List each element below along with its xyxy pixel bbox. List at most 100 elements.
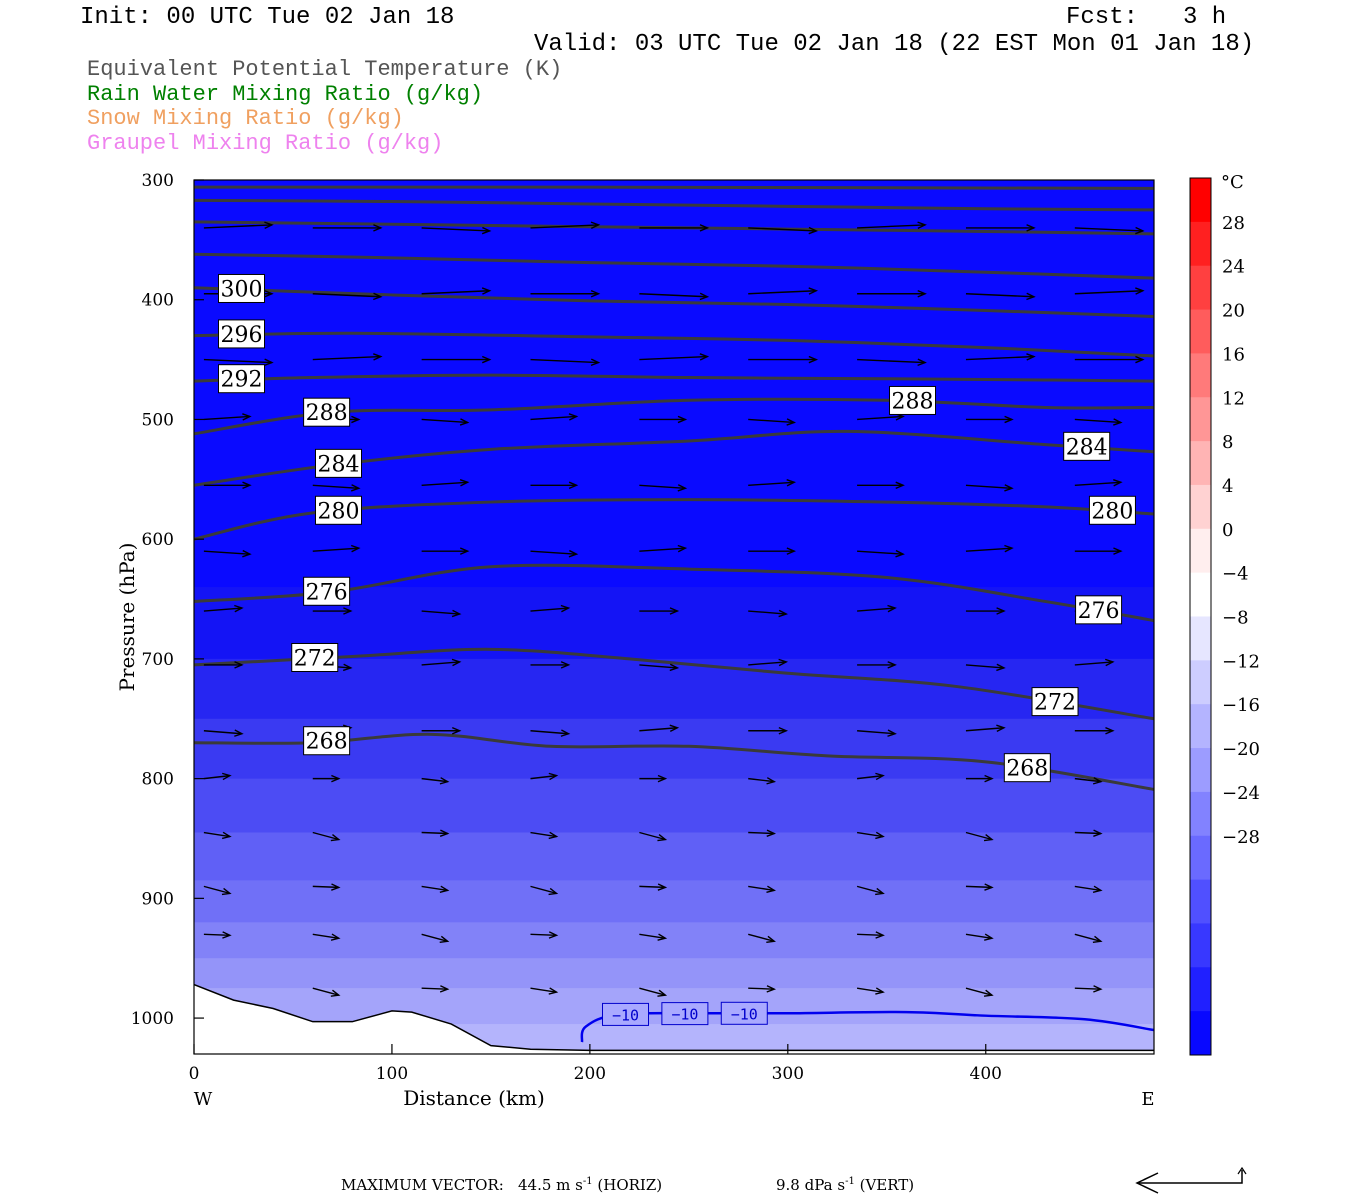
wind-vector — [530, 413, 579, 421]
init-time: Init: 00 UTC Tue 02 Jan 18 — [80, 4, 455, 31]
svg-text:−10: −10 — [671, 1006, 698, 1024]
colorbar-swatch — [1190, 616, 1211, 661]
x-tick-label: 100 — [376, 1064, 408, 1084]
wind-vector — [203, 604, 244, 613]
colorbar-label: −8 — [1222, 608, 1249, 629]
theta-e-label-292: 292 — [218, 364, 266, 394]
wind-vector — [203, 413, 252, 421]
wind-vector — [530, 358, 601, 367]
svg-text:292: 292 — [221, 368, 263, 393]
x-tick-label: 0 — [189, 1064, 200, 1084]
max-vector-horiz: 44.5 m s-1 (HORIZ) — [518, 1176, 662, 1194]
wind-vector — [203, 931, 232, 939]
west-label: W — [194, 1089, 213, 1110]
plot-area — [194, 180, 1154, 1054]
colorbar-label: −4 — [1222, 564, 1249, 585]
svg-text:284: 284 — [1066, 435, 1108, 460]
wind-vector — [312, 883, 341, 891]
colorbar-swatch — [1190, 397, 1211, 442]
wind-vector — [965, 663, 1006, 672]
wind-vector — [965, 933, 994, 941]
wind-vector — [530, 831, 559, 840]
theta-e-contour-292 — [194, 373, 1154, 383]
wind-vector — [421, 985, 450, 993]
wind-vector — [965, 544, 1014, 553]
theta-e-label-280: 280 — [314, 495, 362, 525]
colorbar-swatch — [1190, 265, 1211, 311]
wind-vector — [639, 353, 710, 361]
vert-suffix: (VERT) — [859, 1176, 915, 1194]
svg-text:280: 280 — [1091, 499, 1133, 524]
wind-vector — [421, 933, 450, 944]
wind-vector — [639, 224, 710, 232]
theta-e-label-296: 296 — [218, 319, 266, 349]
colorbar-label: 20 — [1222, 301, 1245, 322]
legend-graupel: Graupel Mixing Ratio (g/kg) — [87, 131, 444, 156]
wind-vector — [203, 358, 274, 367]
colorbar-swatch — [1190, 221, 1211, 267]
wind-vector — [203, 661, 244, 669]
wind-vector — [748, 658, 789, 667]
wind-vector — [857, 358, 927, 367]
wind-vector — [530, 772, 559, 781]
wind-vector — [1074, 418, 1123, 426]
wind-vector — [530, 481, 579, 490]
wind-vector — [639, 987, 668, 997]
plot-frame — [193, 179, 1155, 1055]
max-vector-label: MAXIMUM VECTOR: — [341, 1176, 504, 1194]
colorbar-label: −16 — [1222, 695, 1260, 716]
colorbar-swatch — [1190, 528, 1211, 574]
wind-vector — [965, 415, 1014, 424]
wind-vector — [639, 544, 688, 553]
wind-vector — [965, 607, 1006, 615]
colorbar-swatch — [1190, 572, 1211, 617]
wind-vector — [857, 729, 897, 737]
colorbar-swatch — [1190, 923, 1211, 968]
colorbar-label: 4 — [1222, 476, 1233, 497]
colorbar-label: 12 — [1222, 388, 1245, 409]
wind-vector — [748, 726, 789, 735]
wind-vector — [1074, 777, 1103, 785]
svg-text:272: 272 — [294, 647, 336, 672]
wind-vector — [421, 547, 470, 555]
wind-vector — [748, 885, 777, 894]
colorbar-swatch — [1190, 835, 1211, 881]
wind-vector — [530, 289, 601, 298]
wind-vector — [1074, 479, 1123, 487]
colorbar-label: −20 — [1222, 739, 1260, 760]
wind-vector — [965, 224, 1036, 232]
wind-vector — [748, 609, 789, 618]
valid-time: Valid: 03 UTC Tue 02 Jan 18 (22 EST Mon … — [534, 31, 1255, 58]
temperature-band — [194, 880, 1154, 924]
contour-labels: 268 268 272 272 276 276 280 280 284 284 288 288 292 2… — [218, 273, 1136, 1026]
legend-snow: Snow Mixing Ratio (g/kg) — [87, 106, 404, 131]
horiz-value: 44.5 m s — [518, 1176, 583, 1194]
forecast-label: Fcst: — [1066, 4, 1139, 31]
temperature-band — [194, 180, 1154, 589]
wind-vector — [203, 772, 232, 781]
colorbar-swatch — [1190, 748, 1211, 793]
colorbar-label: 28 — [1222, 213, 1245, 234]
horiz-exponent: -1 — [582, 1176, 593, 1187]
svg-text:268: 268 — [1006, 757, 1048, 782]
y-tick-label: 900 — [142, 889, 174, 909]
wind-vector — [312, 224, 383, 232]
y-tick-label: 700 — [142, 650, 174, 670]
wind-vector — [748, 418, 797, 426]
wind-vector — [1074, 726, 1115, 735]
wind-vector — [965, 883, 994, 891]
theta-e-label-268: 268 — [303, 726, 351, 756]
temperature-band — [194, 922, 1154, 960]
wind-vector — [530, 661, 571, 669]
wind-vector — [530, 604, 571, 613]
colorbar-swatch — [1190, 791, 1211, 837]
y-tick-label: 300 — [142, 171, 174, 191]
wind-vector — [856, 885, 885, 896]
wind-vector — [639, 484, 688, 492]
svg-text:272: 272 — [1034, 691, 1076, 716]
wind-vector — [1074, 226, 1145, 235]
wind-vector — [421, 287, 492, 295]
colorbar-swatch — [1190, 309, 1211, 354]
wind-vector — [421, 226, 492, 235]
horiz-suffix: (HORIZ) — [597, 1176, 663, 1194]
